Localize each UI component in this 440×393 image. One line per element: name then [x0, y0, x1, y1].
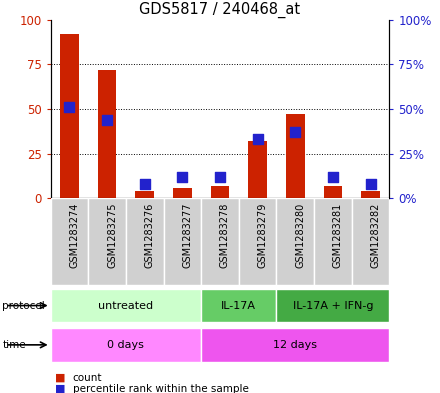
Point [330, 174, 337, 180]
Text: count: count [73, 373, 102, 383]
Text: ■: ■ [55, 373, 66, 383]
Text: 0 days: 0 days [107, 340, 144, 350]
Point [254, 136, 261, 143]
Point [66, 104, 73, 110]
FancyBboxPatch shape [164, 198, 201, 285]
Text: GSM1283282: GSM1283282 [370, 203, 381, 268]
Text: GSM1283280: GSM1283280 [295, 203, 305, 268]
Text: 12 days: 12 days [273, 340, 317, 350]
FancyBboxPatch shape [201, 328, 389, 362]
Point [141, 181, 148, 187]
Bar [211, 186, 229, 198]
Text: untreated: untreated [98, 301, 154, 310]
Bar [323, 186, 342, 198]
Bar [60, 34, 79, 198]
Text: GSM1283281: GSM1283281 [333, 203, 343, 268]
Point [216, 174, 224, 180]
Text: time: time [2, 340, 26, 350]
Text: GSM1283274: GSM1283274 [70, 203, 80, 268]
FancyBboxPatch shape [126, 198, 164, 285]
Bar [286, 114, 305, 198]
FancyBboxPatch shape [88, 198, 126, 285]
Bar [136, 191, 154, 198]
Title: GDS5817 / 240468_at: GDS5817 / 240468_at [139, 2, 301, 18]
Point [367, 181, 374, 187]
Text: GSM1283279: GSM1283279 [258, 203, 268, 268]
FancyBboxPatch shape [276, 198, 314, 285]
Text: ■: ■ [55, 384, 66, 393]
Point [179, 174, 186, 180]
FancyBboxPatch shape [201, 198, 239, 285]
Bar [98, 70, 117, 198]
Text: percentile rank within the sample: percentile rank within the sample [73, 384, 249, 393]
FancyBboxPatch shape [352, 198, 389, 285]
FancyBboxPatch shape [51, 328, 201, 362]
Text: IL-17A + IFN-g: IL-17A + IFN-g [293, 301, 373, 310]
Bar [173, 188, 192, 198]
Text: GSM1283277: GSM1283277 [182, 203, 192, 268]
Text: GSM1283275: GSM1283275 [107, 203, 117, 268]
Point [103, 117, 110, 123]
FancyBboxPatch shape [51, 289, 201, 322]
Point [292, 129, 299, 136]
Bar [248, 141, 267, 198]
Text: GSM1283278: GSM1283278 [220, 203, 230, 268]
Text: GSM1283276: GSM1283276 [145, 203, 155, 268]
Text: protocol: protocol [2, 301, 45, 310]
FancyBboxPatch shape [314, 198, 352, 285]
Text: IL-17A: IL-17A [221, 301, 257, 310]
FancyBboxPatch shape [276, 289, 389, 322]
Bar [361, 191, 380, 198]
FancyBboxPatch shape [201, 289, 276, 322]
FancyBboxPatch shape [51, 198, 88, 285]
FancyBboxPatch shape [239, 198, 276, 285]
